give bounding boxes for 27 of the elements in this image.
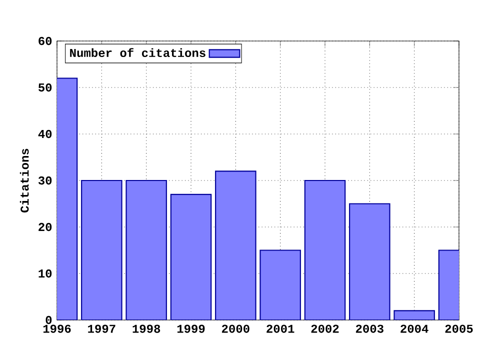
x-tick-label: 2001	[266, 324, 294, 333]
x-tick-label: 2005	[445, 324, 473, 333]
y-tick-label: 40	[38, 130, 52, 138]
bar	[394, 310, 435, 320]
y-tick-label: 20	[38, 222, 52, 232]
x-tick-label: 1998	[132, 324, 160, 333]
bar	[126, 180, 167, 320]
y-tick-label: 10	[38, 269, 52, 278]
y-tick-label: 50	[38, 83, 52, 92]
x-tick-label: 2002	[311, 324, 339, 333]
bar	[170, 194, 212, 320]
x-tick-label: 1996	[43, 324, 71, 333]
x-tick-label: 1999	[177, 324, 205, 333]
bar	[304, 180, 346, 320]
bar	[260, 250, 301, 320]
bar	[81, 180, 122, 320]
x-tick-label: 2000	[222, 324, 250, 333]
x-tick-label: 1997	[88, 324, 116, 333]
bar	[215, 170, 256, 320]
bar	[349, 203, 390, 320]
y-tick-label: 60	[38, 36, 52, 46]
legend-label: Number of citations	[70, 48, 206, 58]
x-tick-label: 2003	[356, 324, 384, 333]
y-tick-label: 30	[38, 176, 52, 185]
x-tick-label: 2004	[400, 324, 428, 333]
y-tick-label: 0	[46, 316, 52, 324]
y-axis-title: Citations	[20, 148, 29, 212]
